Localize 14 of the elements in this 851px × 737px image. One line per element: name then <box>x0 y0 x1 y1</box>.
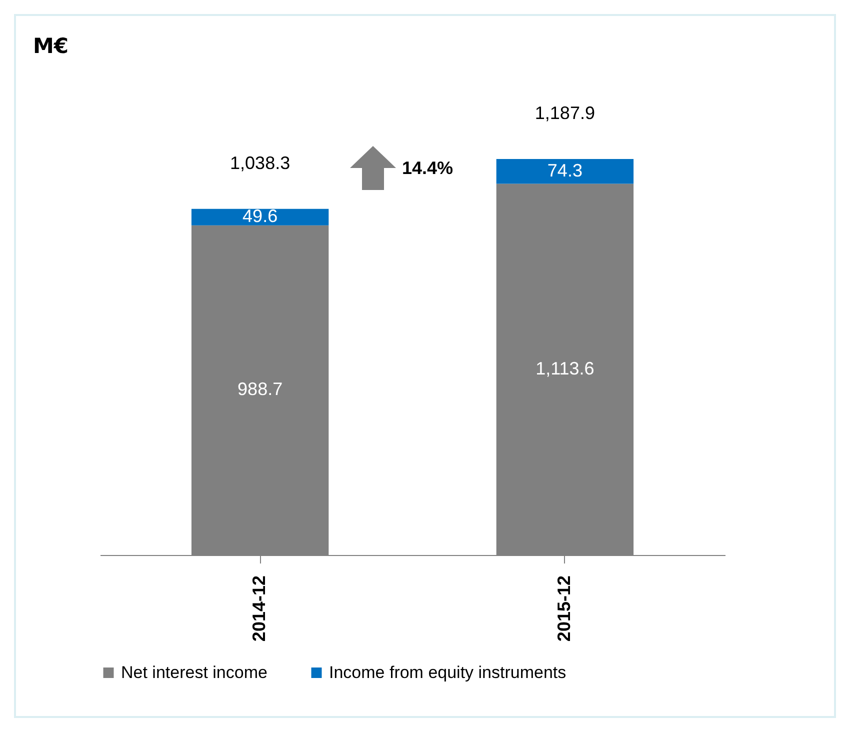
chart-title: M€ <box>33 34 69 58</box>
data-label: 49.6 <box>242 206 278 226</box>
total-label: 1,038.3 <box>230 152 290 173</box>
annotation: 14.4% <box>402 158 454 178</box>
data-label: 74.3 <box>547 160 582 180</box>
data-label: 1,113.6 <box>536 358 594 378</box>
bar <box>191 208 329 226</box>
legend-label: Income from equity instruments <box>329 662 566 682</box>
data-label: 988.7 <box>238 379 283 400</box>
x-tick-label: 2015-12 <box>554 576 574 642</box>
bar <box>496 159 634 184</box>
x-tick-label: 2014-12 <box>249 576 270 642</box>
total-label: 1,187.9 <box>534 103 595 124</box>
legend-label: Net interest income <box>121 662 268 682</box>
